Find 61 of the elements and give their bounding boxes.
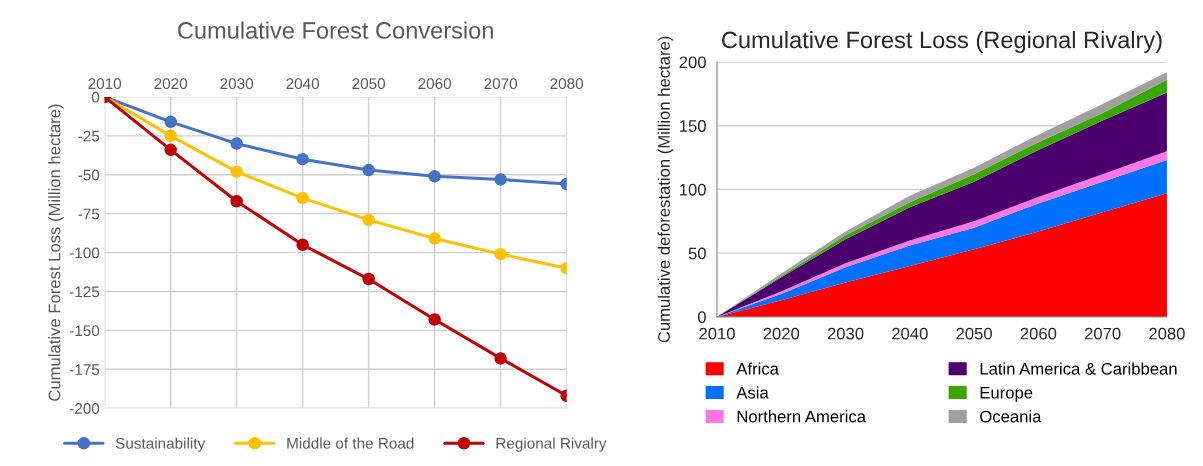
point [296, 191, 309, 205]
x-tick-label: 2070 [484, 78, 518, 90]
point [164, 143, 177, 157]
y-tick-label: -100 [69, 247, 100, 259]
point [428, 170, 441, 183]
x-tick-label: 2030 [220, 78, 254, 90]
y-axis-title: Cumulative deforestation (Million hectare) [657, 36, 674, 343]
x-tick-label: 2070 [1084, 327, 1121, 340]
y-tick-label: -175 [69, 364, 100, 375]
point [362, 272, 375, 286]
legend-label: Latin America & Caribbean [980, 362, 1177, 375]
point [362, 163, 375, 177]
y-tick-label: -25 [78, 130, 100, 142]
point [428, 313, 441, 326]
legend-label: Europe [980, 386, 1033, 402]
legend-label: Middle of the Road [287, 437, 414, 449]
legend-label: Asia [736, 386, 769, 399]
point [494, 352, 507, 365]
y-tick-label: 200 [679, 56, 706, 69]
x-tick-label: 2050 [956, 327, 992, 340]
y-tick-label: -150 [69, 325, 100, 337]
y-tick-label: -50 [78, 169, 100, 181]
x-tick-label: 2010 [88, 78, 122, 90]
point [296, 238, 309, 252]
y-tick-label: 50 [688, 247, 706, 260]
y-tick-label: 150 [680, 120, 706, 132]
point [230, 165, 243, 178]
point [230, 194, 243, 208]
x-tick-label: 2050 [352, 78, 386, 90]
y-axis-title: Cumulative Forest Loss (Million hectare) [48, 104, 64, 401]
y-tick-label: -125 [69, 286, 100, 298]
x-tick-label: 2060 [418, 78, 452, 90]
x-tick-label: 2060 [1020, 327, 1057, 340]
point [164, 115, 177, 129]
legend-label: Regional Rivalry [496, 437, 607, 452]
legend-label: Africa [736, 362, 779, 375]
point [428, 232, 441, 245]
legend-label: Sustainability [115, 437, 206, 452]
y-tick-label: -75 [78, 208, 100, 220]
x-tick-label: 2080 [1149, 327, 1185, 340]
point [494, 173, 507, 186]
point [230, 137, 243, 150]
y-tick-label: 0 [91, 91, 100, 103]
legend-label: Oceania [980, 410, 1042, 423]
x-tick-label: 2030 [827, 327, 864, 340]
chart-title: Cumulative Forest Conversion [178, 21, 493, 39]
y-tick-label: 100 [680, 183, 706, 196]
point [362, 213, 375, 227]
y-tick-label: 0 [697, 311, 706, 324]
x-tick-label: 2080 [550, 78, 584, 90]
point [296, 152, 309, 166]
x-tick-label: 2010 [699, 327, 735, 340]
x-tick-label: 2040 [286, 78, 320, 90]
chart-title: Cumulative Forest Loss (Regional Rivalry) [722, 30, 1162, 53]
y-tick-label: -200 [69, 403, 100, 414]
point [164, 129, 177, 143]
legend-label: Northern America [737, 410, 866, 423]
x-tick-label: 2040 [892, 327, 928, 340]
x-tick-label: 2020 [763, 327, 800, 340]
x-tick-label: 2020 [154, 78, 188, 90]
point [494, 247, 507, 261]
